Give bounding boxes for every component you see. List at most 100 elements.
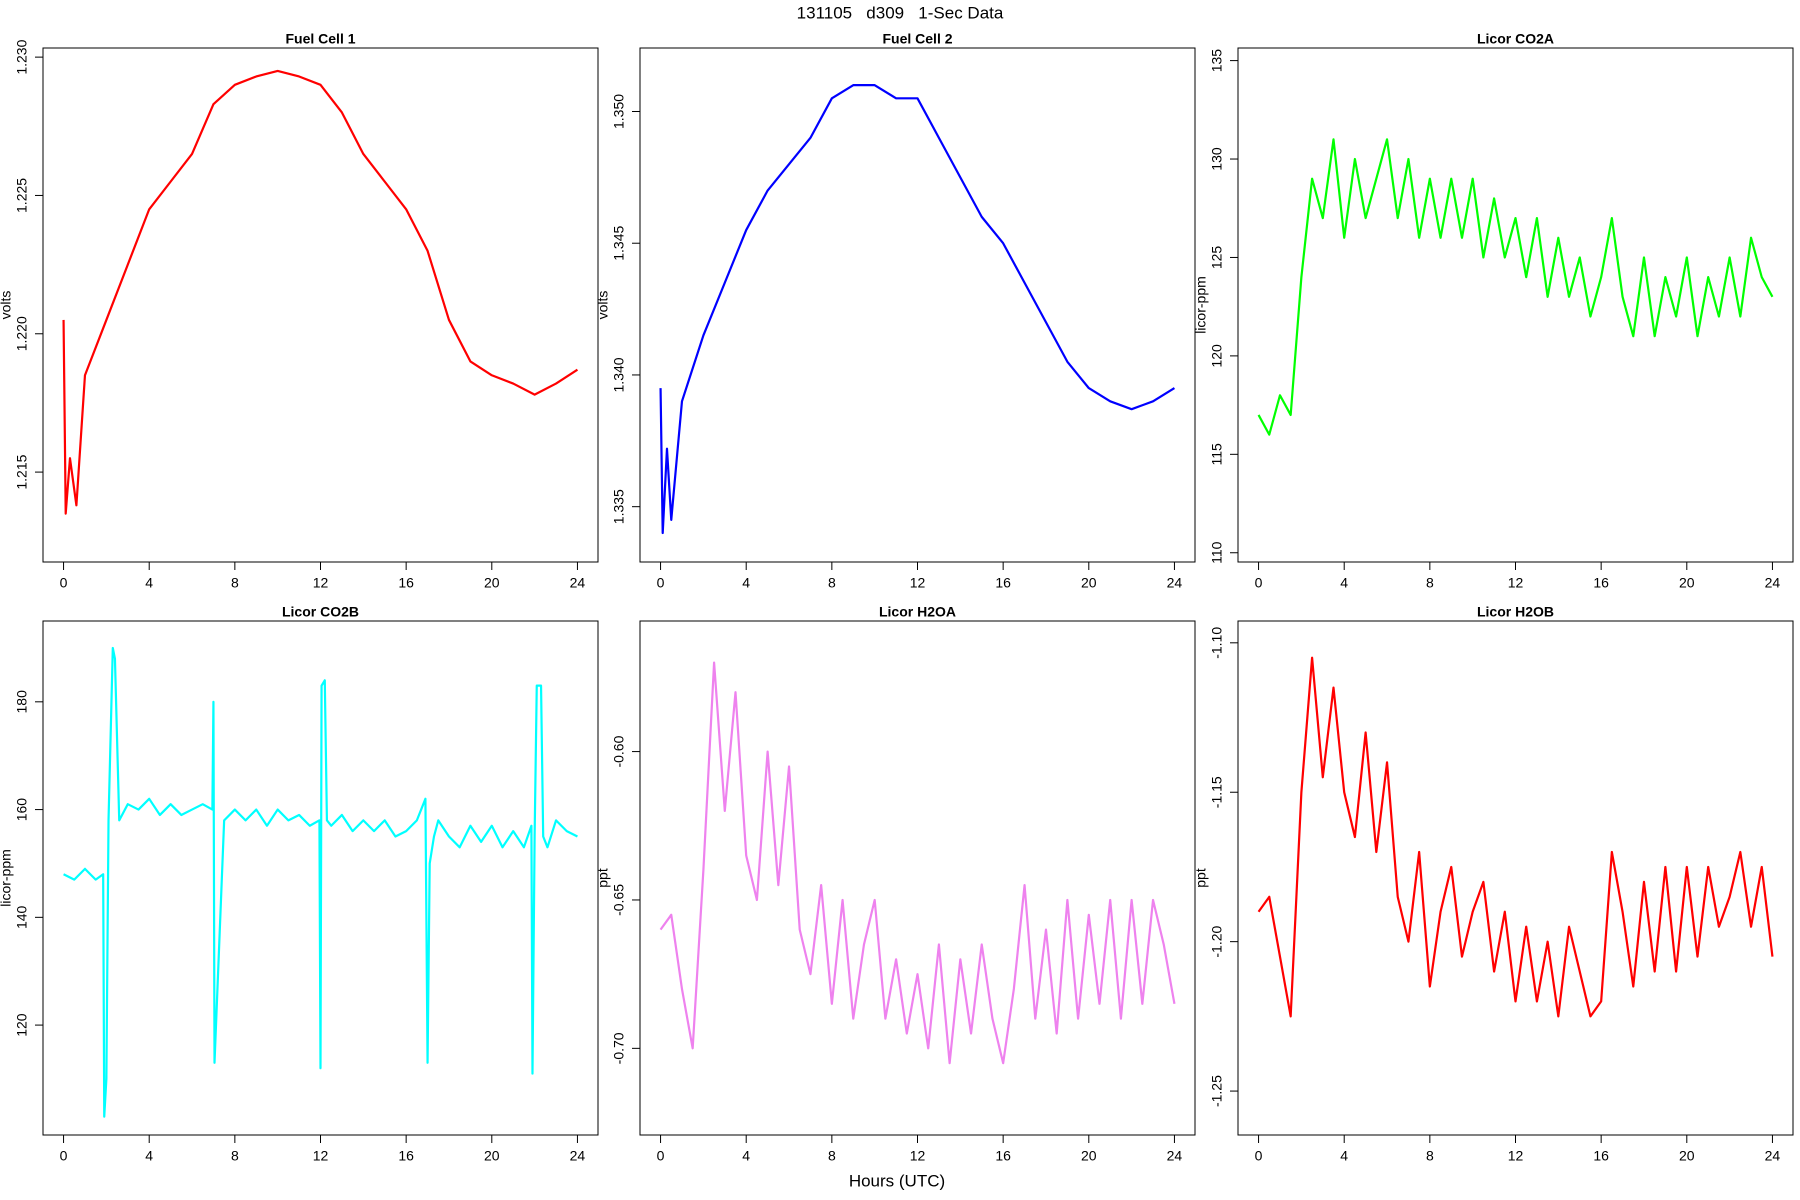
x-tick-label: 24 — [570, 1148, 586, 1164]
y-tick-label: 120 — [14, 1013, 30, 1037]
x-tick-label: 12 — [910, 1148, 926, 1164]
x-tick-label: 20 — [484, 1148, 500, 1164]
plot-area — [62, 69, 579, 515]
panel-title: Licor CO2B — [282, 604, 359, 620]
x-axis-label: Hours (UTC) — [849, 1171, 945, 1190]
y-axis-label: volts — [595, 291, 611, 320]
x-tick-label: 20 — [1081, 1148, 1097, 1164]
plot-area — [659, 84, 1176, 535]
x-tick-label: 12 — [313, 575, 329, 591]
y-axis-label: ppt — [595, 868, 611, 888]
y-tick-label: 140 — [14, 905, 30, 929]
x-tick-label: 8 — [828, 1148, 836, 1164]
plot-area — [1257, 138, 1774, 436]
plot-area — [1257, 656, 1774, 1018]
x-tick-label: 8 — [231, 1148, 239, 1164]
y-axis-label: licor-ppm — [0, 849, 14, 907]
panel-title: Licor H2OB — [1477, 604, 1554, 620]
y-tick-label: 180 — [14, 690, 30, 714]
x-tick-label: 8 — [1426, 1148, 1434, 1164]
x-tick-label: 8 — [828, 575, 836, 591]
y-tick-label: -1.10 — [1209, 627, 1225, 659]
x-tick-label: 16 — [398, 1148, 414, 1164]
x-tick-label: 16 — [995, 1148, 1011, 1164]
panel-title: Fuel Cell 2 — [882, 31, 952, 47]
x-tick-label: 12 — [910, 575, 926, 591]
y-tick-label: 1.225 — [14, 178, 30, 213]
y-tick-label: 1.220 — [14, 316, 30, 351]
y-tick-label: 1.215 — [14, 454, 30, 489]
x-tick-label: 4 — [1340, 575, 1348, 591]
panel: Fuel Cell 1 0 4 8 12 16 20 24 1.215 1.220 1.225 1.2… — [0, 31, 599, 591]
data-line — [659, 84, 1176, 535]
y-tick-label: 125 — [1209, 246, 1225, 270]
y-tick-label: -1.25 — [1209, 1075, 1225, 1107]
y-tick-label: 160 — [14, 798, 30, 822]
y-tick-label: -0.65 — [611, 884, 627, 916]
x-tick-label: 20 — [1679, 1148, 1695, 1164]
y-tick-label: 110 — [1209, 541, 1225, 564]
y-tick-label: 120 — [1209, 344, 1225, 368]
x-tick-label: 16 — [1593, 1148, 1609, 1164]
y-tick-label: 1.340 — [611, 357, 627, 392]
x-tick-label: 12 — [1508, 575, 1524, 591]
y-tick-label: -0.60 — [611, 735, 627, 767]
data-line — [659, 661, 1176, 1065]
x-tick-label: 0 — [1255, 1148, 1263, 1164]
panel: Licor H2OA 0 4 8 12 16 20 24 -0.70 -0.65 -0.60 ppt — [595, 604, 1196, 1164]
y-tick-label: -1.15 — [1209, 776, 1225, 808]
panel-title: Licor H2OA — [879, 604, 956, 620]
x-tick-label: 4 — [145, 575, 153, 591]
plot-area — [659, 661, 1176, 1065]
panel: Licor CO2A 0 4 8 12 16 20 24 110 115 120 125 130 135 l… — [1193, 31, 1794, 591]
data-line — [1257, 656, 1774, 1018]
x-tick-label: 4 — [742, 575, 750, 591]
y-tick-label: 135 — [1209, 49, 1225, 73]
y-tick-label: 1.345 — [611, 225, 627, 260]
panel: Licor H2OB 0 4 8 12 16 20 24 -1.25 -1.20 -1.15 -1.1… — [1193, 604, 1794, 1164]
x-tick-label: 16 — [995, 575, 1011, 591]
x-tick-label: 0 — [60, 1148, 68, 1164]
y-axis-label: ppt — [1193, 868, 1209, 888]
x-tick-label: 24 — [1765, 575, 1781, 591]
x-tick-label: 0 — [657, 1148, 665, 1164]
x-tick-label: 4 — [145, 1148, 153, 1164]
x-tick-label: 24 — [1167, 1148, 1183, 1164]
plot-frame — [1237, 47, 1794, 563]
x-tick-label: 4 — [742, 1148, 750, 1164]
x-tick-label: 24 — [1167, 575, 1183, 591]
x-tick-label: 20 — [1679, 575, 1695, 591]
x-tick-label: 0 — [657, 575, 665, 591]
x-tick-label: 8 — [1426, 575, 1434, 591]
y-tick-label: 1.230 — [14, 39, 30, 74]
x-tick-label: 24 — [1765, 1148, 1781, 1164]
plot-area — [63, 646, 578, 1118]
x-tick-label: 12 — [1508, 1148, 1524, 1164]
panel-title: Licor CO2A — [1477, 31, 1554, 47]
data-line — [1257, 138, 1774, 436]
plot-frame — [639, 47, 1196, 563]
x-tick-label: 16 — [398, 575, 414, 591]
panel: Fuel Cell 2 0 4 8 12 16 20 24 1.335 1.340 1.345 1.3… — [595, 31, 1196, 591]
x-tick-label: 24 — [570, 575, 586, 591]
x-tick-label: 8 — [231, 575, 239, 591]
y-axis-label: volts — [0, 291, 14, 320]
panel: Licor CO2B 0 4 8 12 16 20 24 120 140 160 180 licor-p… — [0, 604, 599, 1164]
plot-frame — [42, 47, 599, 563]
data-line — [63, 646, 578, 1118]
y-tick-label: 130 — [1209, 147, 1225, 171]
x-tick-label: 20 — [484, 575, 500, 591]
x-tick-label: 20 — [1081, 575, 1097, 591]
x-tick-label: 0 — [1255, 575, 1263, 591]
data-line — [62, 69, 579, 515]
y-tick-label: -0.70 — [611, 1032, 627, 1064]
y-tick-label: 1.335 — [611, 489, 627, 524]
plot-frame — [639, 620, 1196, 1136]
figure-title: 131105 d309 1-Sec Data — [797, 3, 1004, 22]
x-tick-label: 12 — [313, 1148, 329, 1164]
panel-title: Fuel Cell 1 — [285, 31, 355, 47]
y-axis-label: licor-ppm — [1193, 276, 1209, 334]
x-tick-label: 0 — [60, 575, 68, 591]
x-tick-label: 4 — [1340, 1148, 1348, 1164]
